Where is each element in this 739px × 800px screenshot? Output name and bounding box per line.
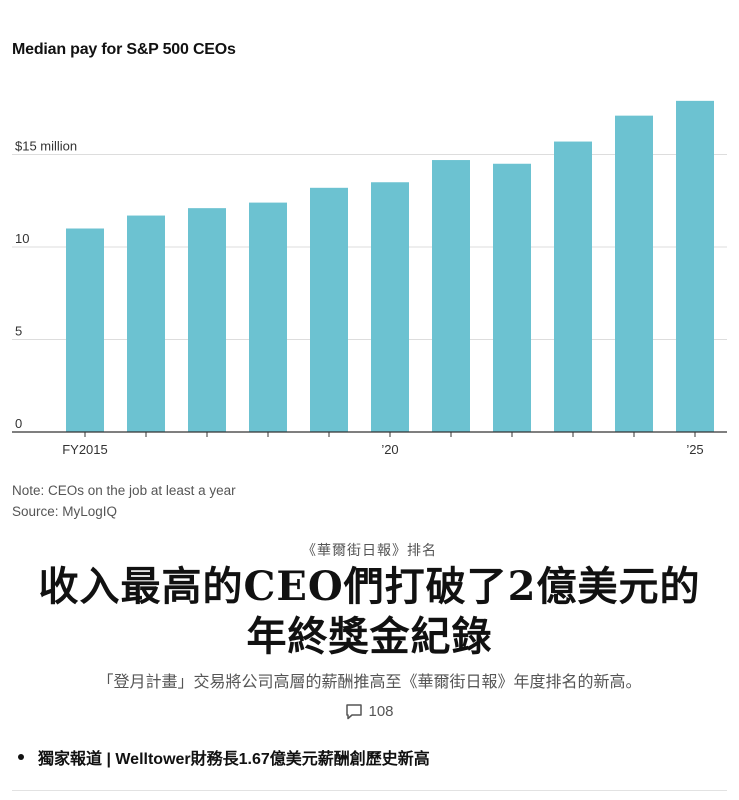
x-tick-label: ’20 (381, 442, 398, 457)
bar (432, 160, 470, 433)
bar (676, 100, 714, 432)
bar (188, 208, 226, 432)
article-dek: 「登月計畫」交易將公司高層的薪酬推高至《華爾街日報》年度排名的新高。 (97, 674, 642, 691)
chart-note: Note: CEOs on the job at least a year (12, 483, 236, 498)
chart-title: Median pay for S&P 500 CEOs (12, 41, 236, 58)
y-tick-label: 10 (15, 231, 29, 246)
y-tick-label: $15 million (15, 139, 77, 154)
bar (127, 215, 165, 432)
divider (12, 790, 727, 791)
bar (493, 163, 531, 432)
chart-notes: Note: CEOs on the job at least a year So… (12, 480, 236, 522)
y-tick-label: 5 (15, 324, 22, 339)
bar-chart: 0 5 10 $15 million FY2015 ’20 ’25 (12, 100, 727, 457)
related-article-label[interactable]: 獨家報道 | Welltower財務長1.67億美元薪酬創歷史新高 (38, 751, 430, 768)
bar (249, 202, 287, 432)
comment-count: 108 (368, 703, 394, 720)
bar (615, 115, 653, 433)
comments-button[interactable]: 108 (0, 703, 739, 720)
bar (554, 141, 592, 433)
headline-line-1[interactable]: 收入最高的CEO們打破了2億美元的 (38, 563, 701, 610)
y-tick-label: 0 (15, 416, 22, 431)
bar (371, 182, 409, 432)
bullet-icon (18, 754, 24, 760)
x-tick-label: FY2015 (62, 442, 108, 457)
related-article-link[interactable]: 獨家報道 | Welltower財務長1.67億美元薪酬創歷史新高 (14, 745, 430, 769)
bar (310, 187, 348, 432)
chart-source: Source: MyLogIQ (12, 504, 118, 519)
comment-icon (346, 704, 363, 720)
article-headline[interactable]: 收入最高的CEO們打破了2億美元的 年終獎金紀錄 (0, 562, 739, 662)
article-kicker[interactable]: 《華爾街日報》排名 (302, 542, 437, 558)
bar (66, 228, 104, 432)
x-tick-label: ’25 (686, 442, 703, 457)
headline-line-2[interactable]: 年終獎金紀錄 (246, 613, 493, 660)
